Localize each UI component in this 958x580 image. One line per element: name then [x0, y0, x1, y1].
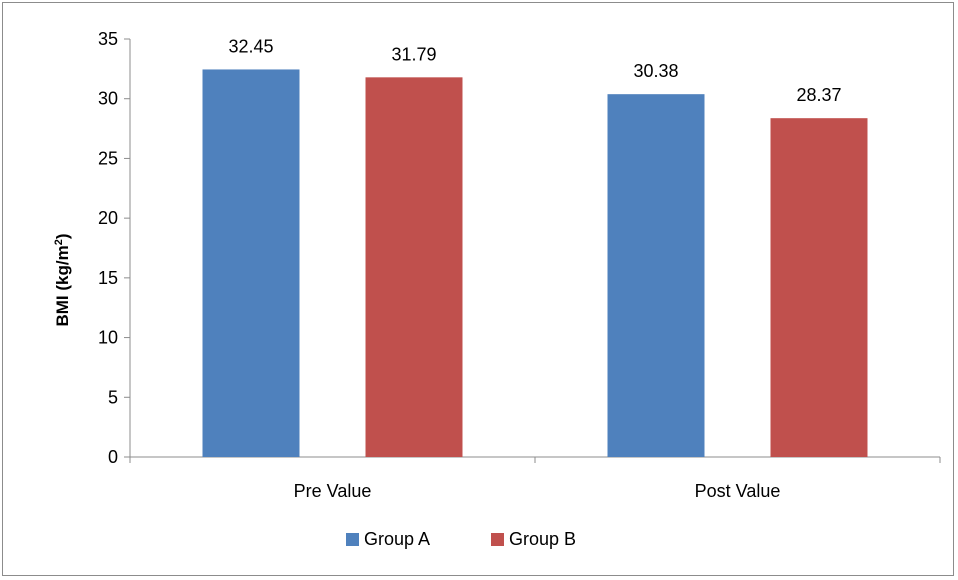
legend-swatch [346, 533, 359, 546]
data-label: 28.37 [796, 85, 841, 105]
y-tick-label: 25 [98, 148, 118, 168]
bar-group-a-post-value [607, 94, 705, 458]
bars [202, 69, 868, 458]
bar-group-a-pre-value [202, 69, 300, 457]
legend-label: Group B [509, 529, 576, 549]
legend-swatch [491, 533, 504, 546]
legend: Group A Group B [346, 529, 576, 549]
y-tick-label: 35 [98, 29, 118, 49]
labels: 0 5 10 15 20 25 30 35 32.45 31.79 Pre Value 30.38 28… [98, 29, 842, 501]
y-tick-label: 10 [98, 328, 118, 348]
data-label: 32.45 [228, 36, 273, 56]
y-axis-title: BMI (kg/m2) [53, 233, 72, 326]
bar-group-b-post-value [770, 118, 868, 457]
x-category-label: Post Value [695, 481, 781, 501]
x-category-label: Pre Value [294, 481, 372, 501]
bar-group-b-pre-value [365, 77, 463, 457]
data-label: 31.79 [391, 44, 436, 64]
legend-label: Group A [364, 529, 430, 549]
y-tick-label: 0 [108, 447, 118, 467]
y-tick-label: 30 [98, 89, 118, 109]
y-tick-label: 5 [108, 387, 118, 407]
y-tick-label: 20 [98, 208, 118, 228]
data-label: 30.38 [633, 61, 678, 81]
y-tick-label: 15 [98, 268, 118, 288]
y-axis-title-superscript: 2 [53, 239, 65, 245]
